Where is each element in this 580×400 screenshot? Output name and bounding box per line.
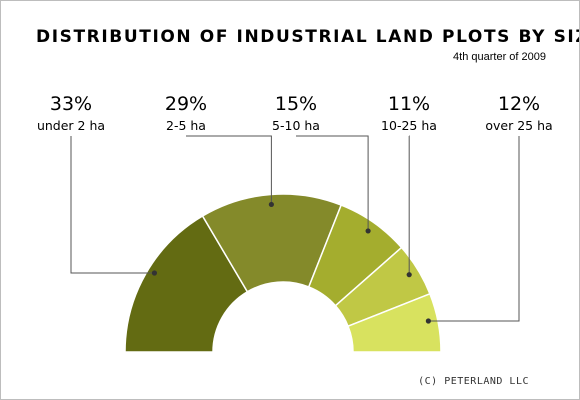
leader-dot-2 bbox=[268, 201, 274, 208]
value-label-2: 29% bbox=[165, 93, 207, 115]
leader-dot-1 bbox=[151, 270, 158, 276]
chart-data-labels: 33% under 2 ha 29% 2-5 ha 15% 5-10 ha 11% 10-25… bbox=[37, 93, 553, 133]
copyright-text: (C) PETERLAND LLC bbox=[418, 376, 529, 387]
leader-line-1 bbox=[70, 136, 155, 274]
value-label-5: 12% bbox=[498, 93, 540, 115]
category-label-4: 10-25 ha bbox=[381, 118, 437, 133]
category-label-3: 5-10 ha bbox=[272, 118, 320, 133]
category-label-5: over 25 ha bbox=[485, 118, 552, 133]
chart-segments bbox=[124, 193, 442, 353]
chart-segment-1 bbox=[124, 214, 249, 353]
chart-subtitle: 4th quarter of 2009 bbox=[453, 51, 546, 63]
leader-dot-4 bbox=[406, 272, 412, 278]
value-label-4: 11% bbox=[388, 93, 430, 115]
value-label-3: 15% bbox=[275, 93, 317, 115]
leader-dot-5 bbox=[425, 318, 431, 324]
category-label-1: under 2 ha bbox=[37, 118, 105, 133]
leader-line-2 bbox=[186, 135, 272, 205]
leader-line-5 bbox=[428, 136, 520, 322]
chart-segment-5 bbox=[347, 292, 442, 353]
chart-leader-lines bbox=[70, 135, 520, 324]
chart-title: DISTRIBUTION OF INDUSTRIAL LAND PLOTS BY… bbox=[36, 27, 579, 47]
value-label-1: 33% bbox=[50, 93, 92, 115]
category-label-2: 2-5 ha bbox=[166, 118, 206, 133]
leader-line-3 bbox=[296, 135, 369, 231]
leader-dot-3 bbox=[365, 228, 371, 234]
